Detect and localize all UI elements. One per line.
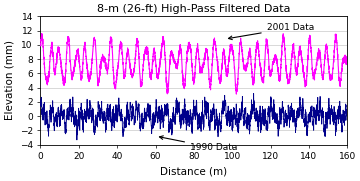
Y-axis label: Elevation (mm): Elevation (mm) [4,41,14,121]
Text: 2001 Data: 2001 Data [229,24,314,40]
Text: 1990 Data: 1990 Data [159,136,237,152]
Title: 8-m (26-ft) High-Pass Filtered Data: 8-m (26-ft) High-Pass Filtered Data [97,4,291,14]
X-axis label: Distance (m): Distance (m) [160,167,228,177]
